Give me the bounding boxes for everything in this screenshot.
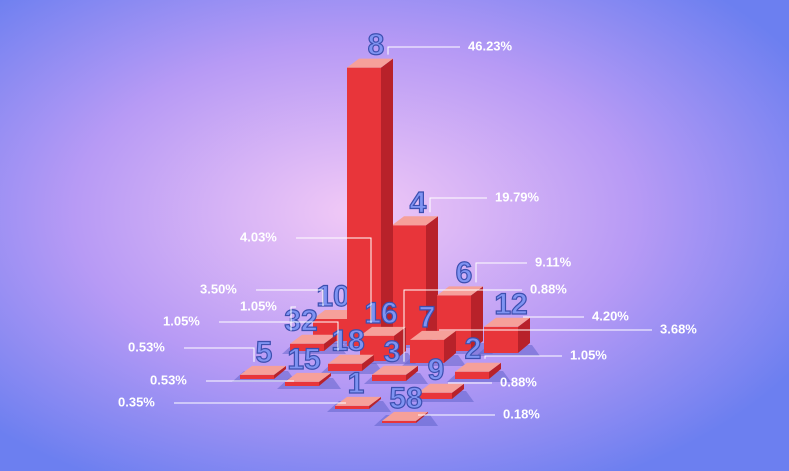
bar-group: 5 0.53% <box>128 335 296 382</box>
category-label: 1 <box>348 367 365 400</box>
value-label: 1.05% <box>163 313 200 328</box>
bar-side <box>274 365 286 379</box>
value-label: 19.79% <box>495 189 540 204</box>
bar-top <box>382 411 428 421</box>
leader-line <box>475 262 527 283</box>
leader-line <box>290 306 296 331</box>
value-label: 9.11% <box>535 254 572 269</box>
value-label: 1.05% <box>570 347 607 362</box>
bar-top <box>285 372 331 382</box>
bar-top <box>240 365 286 375</box>
bar-side <box>444 330 456 363</box>
bar-top <box>437 286 483 296</box>
bar-top <box>410 330 456 340</box>
leader-line <box>484 355 562 359</box>
category-label: 10 <box>316 280 349 313</box>
bar-top <box>455 362 501 372</box>
bar <box>455 371 489 379</box>
leader-line <box>184 347 255 362</box>
bar-top <box>328 354 374 364</box>
bar-group: 15 0.53% <box>150 342 341 389</box>
bar-group: 32 1.05% <box>240 298 346 354</box>
category-label: 9 <box>428 354 445 387</box>
bar-side <box>319 372 331 386</box>
bar-top <box>484 317 530 327</box>
bar-group: 7 3.68% <box>402 300 697 366</box>
bar-group: 8 46.23% <box>339 28 513 349</box>
bar-group: 3 0.88% <box>364 281 567 384</box>
bar-group: 1 0.35% <box>118 366 391 412</box>
bar-side <box>394 326 406 361</box>
category-label: 18 <box>331 325 364 358</box>
value-label: 0.18% <box>503 406 540 421</box>
bar-top <box>372 365 418 375</box>
category-label: 58 <box>389 382 422 415</box>
bar-side <box>489 362 501 379</box>
bar-group: 18 1.05% <box>163 313 384 374</box>
category-label: 5 <box>256 336 273 369</box>
value-label: 4.03% <box>240 229 277 244</box>
value-label: 46.23% <box>468 38 513 53</box>
bar-side <box>426 216 438 345</box>
bar <box>418 392 452 399</box>
category-label: 12 <box>494 288 527 321</box>
bar <box>484 326 518 353</box>
category-label: 7 <box>419 301 436 334</box>
value-label: 3.68% <box>660 321 697 336</box>
bar <box>328 363 362 371</box>
bar-side <box>518 317 530 353</box>
leader-line <box>403 289 522 362</box>
leader-line <box>296 237 372 323</box>
category-label: 8 <box>368 29 385 62</box>
bar-side <box>452 383 464 399</box>
bar-top <box>290 334 336 344</box>
bar-top <box>418 383 464 393</box>
bar-side <box>406 365 418 381</box>
bar-side <box>471 286 483 351</box>
leader-line <box>256 289 324 306</box>
bar <box>335 405 369 409</box>
category-label: 32 <box>284 305 317 338</box>
category-label: 6 <box>456 256 473 289</box>
bar <box>347 67 381 347</box>
category-label: 3 <box>384 336 401 369</box>
value-label: 0.88% <box>500 374 537 389</box>
value-label: 4.20% <box>592 308 629 323</box>
bar <box>240 374 274 379</box>
bar <box>410 339 444 363</box>
bar-group: 4 19.79% <box>384 186 540 348</box>
bar-group: 2 1.05% <box>447 332 607 382</box>
category-label: 15 <box>287 343 320 376</box>
bar <box>382 420 416 423</box>
bar-side <box>381 58 393 347</box>
category-label: 4 <box>410 186 427 219</box>
bar-group: 12 4.20% <box>476 287 629 356</box>
bar <box>290 343 324 351</box>
value-label: 0.88% <box>530 281 567 296</box>
bar-group: 58 0.18% <box>374 381 540 426</box>
value-label: 3.50% <box>200 281 237 296</box>
bar <box>285 381 319 386</box>
value-label: 1.05% <box>240 298 277 313</box>
bar-top <box>335 396 381 406</box>
value-label: 0.53% <box>150 372 187 387</box>
bar-top <box>360 326 406 336</box>
leader-line <box>429 197 487 213</box>
bar-side <box>324 334 336 351</box>
bar-side <box>362 354 374 371</box>
category-label: 2 <box>465 333 482 366</box>
bar-top <box>347 58 393 68</box>
bar-side <box>369 396 381 409</box>
bar-top <box>392 216 438 226</box>
leader-line <box>219 321 339 351</box>
leader-line <box>387 46 460 55</box>
bar-group: 16 4.03% <box>240 229 416 364</box>
value-label: 0.35% <box>118 394 155 409</box>
category-label: 16 <box>364 297 397 330</box>
value-label: 0.53% <box>128 339 165 354</box>
bar <box>392 225 426 345</box>
bar-group: 9 0.88% <box>410 353 537 402</box>
bar <box>372 374 406 381</box>
